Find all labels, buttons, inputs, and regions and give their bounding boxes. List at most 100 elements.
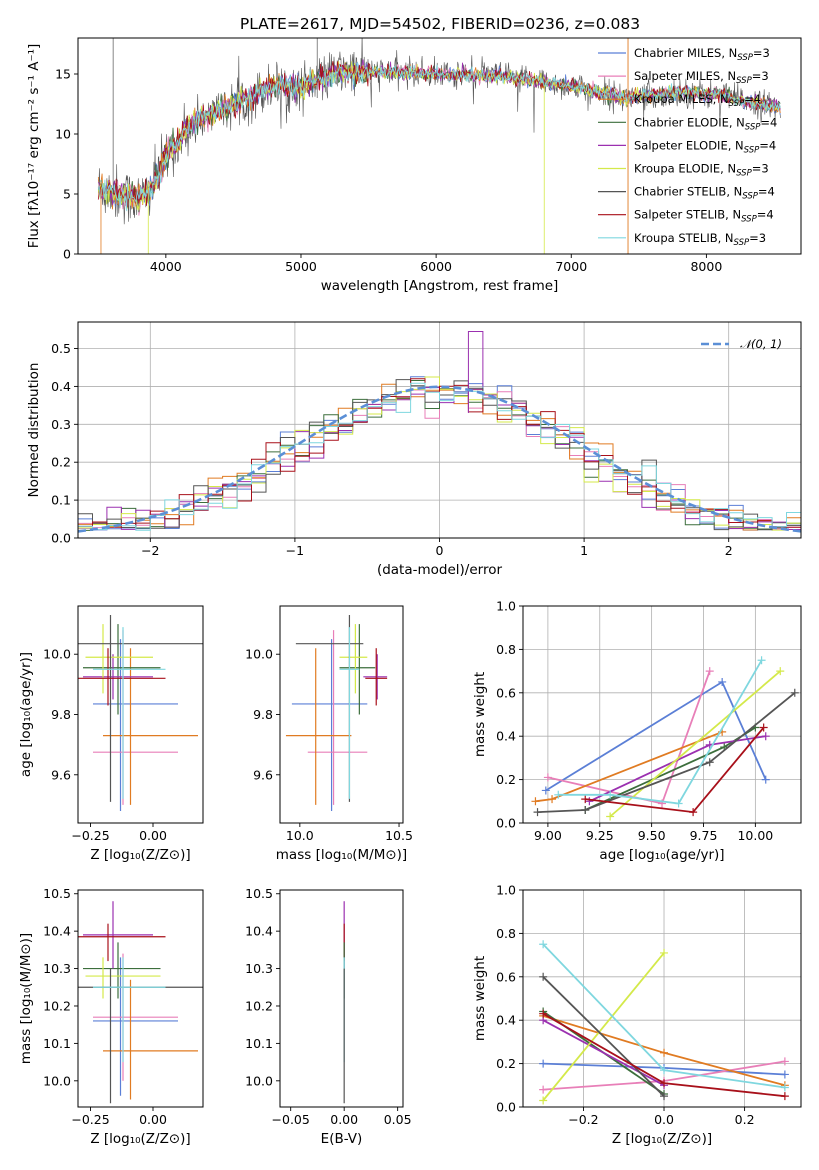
x-tick-label: 10.00 xyxy=(737,828,773,843)
weight-series xyxy=(542,1019,665,1087)
y-tick-label: 10.3 xyxy=(245,961,273,976)
y-tick-label: 0.4 xyxy=(496,1013,516,1028)
weight-point xyxy=(581,805,590,814)
y-tick-label: 0.8 xyxy=(496,642,516,657)
weight-point xyxy=(790,688,799,697)
weight-point xyxy=(539,1085,548,1094)
y-tick-label: 0.3 xyxy=(51,417,71,432)
y-tick-label: 10.0 xyxy=(245,1073,273,1088)
y-tick-label: 10.2 xyxy=(245,998,273,1013)
x-tick-label: 9.25 xyxy=(586,828,614,843)
histogram-spike xyxy=(467,330,484,413)
mass_vs_Z-xlabel: Z [log₁₀(Z/Z⊙)] xyxy=(90,1131,190,1147)
y-tick-label: 5 xyxy=(63,187,71,202)
y-tick-label: 10.4 xyxy=(245,924,273,939)
weight-point xyxy=(548,795,557,804)
x-tick-label: 9.75 xyxy=(690,828,718,843)
mass_vs_Z-plot xyxy=(78,901,203,1104)
x-tick-label: 0.00 xyxy=(330,1112,358,1127)
weight-series xyxy=(537,692,796,813)
weight-series xyxy=(609,670,781,818)
y-tick-label: 9.8 xyxy=(51,707,71,722)
spectrum-frame xyxy=(77,37,802,255)
mass_vs_Z-ylabel: mass [log₁₀(M/M⊙)] xyxy=(18,933,34,1064)
y-tick-label: 0.0 xyxy=(496,816,516,831)
legend-label: Salpeter ELODIE, NSSP=4 xyxy=(634,138,776,155)
histogram-series xyxy=(78,378,801,528)
weight-point xyxy=(776,667,785,676)
x-tick-label: 1 xyxy=(580,543,588,558)
weight_vs_Z-frame xyxy=(522,889,802,1108)
histogram-series xyxy=(78,382,801,531)
x-tick-label: 0.05 xyxy=(384,1112,412,1127)
y-tick-label: 10.0 xyxy=(43,1073,71,1088)
x-tick-label: 0.2 xyxy=(735,1112,755,1127)
weight-point xyxy=(554,790,563,799)
weight-point xyxy=(585,797,594,806)
x-tick-label: −0.25 xyxy=(71,828,109,843)
y-tick-label: 10.0 xyxy=(245,647,273,662)
x-tick-label: 0.00 xyxy=(139,1112,167,1127)
y-tick-label: 0.2 xyxy=(496,1056,516,1071)
y-tick-label: 0.4 xyxy=(496,729,516,744)
weight-point xyxy=(689,808,698,817)
y-tick-label: 10.2 xyxy=(43,998,71,1013)
y-tick-label: 1.0 xyxy=(496,599,516,614)
weight_vs_Z-ylabel: mass weight xyxy=(472,956,488,1041)
weight-point xyxy=(705,667,714,676)
weight-point xyxy=(660,1079,669,1088)
y-tick-label: 0.0 xyxy=(51,531,71,546)
weight-point xyxy=(606,812,615,821)
legend-label: Chabrier ELODIE, NSSP=4 xyxy=(634,115,777,132)
mass_vs_ebv-frame xyxy=(279,889,404,1108)
x-tick-label: 10.5 xyxy=(385,828,413,843)
x-tick-label: 0.00 xyxy=(139,828,167,843)
x-tick-label: 7000 xyxy=(555,259,587,274)
y-tick-label: 0.2 xyxy=(51,455,71,470)
x-tick-label: 4000 xyxy=(150,259,182,274)
weight-point xyxy=(541,786,550,795)
mass_vs_ebv-xlabel: E(B-V) xyxy=(321,1131,363,1147)
weight_vs_age-xlabel: age [log₁₀(age/yr)] xyxy=(599,847,724,863)
y-tick-label: 0.0 xyxy=(496,1100,516,1115)
age_vs_Z-frame xyxy=(77,605,204,824)
legend-label: Chabrier MILES, NSSP=3 xyxy=(634,46,770,63)
y-tick-label: 9.6 xyxy=(253,767,273,782)
weight-point xyxy=(660,948,669,957)
y-tick-label: 0.6 xyxy=(496,969,516,984)
weight-point xyxy=(780,1092,789,1101)
x-tick-label: 0.0 xyxy=(654,1112,674,1127)
weight_vs_age-plot xyxy=(531,656,799,821)
age_vs_Z-plot xyxy=(78,615,203,811)
weight-series xyxy=(542,976,665,1097)
spectrum-plot xyxy=(97,38,781,254)
age_vs_Z-xlabel: Z [log₁₀(Z/Z⊙)] xyxy=(90,847,190,863)
weight-series xyxy=(542,952,665,1102)
y-tick-label: 10 xyxy=(55,127,71,142)
x-tick-label: 0 xyxy=(436,543,444,558)
y-tick-label: 0.5 xyxy=(51,341,71,356)
weight-point xyxy=(761,732,770,741)
y-tick-label: 0.2 xyxy=(496,772,516,787)
y-tick-label: 0 xyxy=(63,247,71,262)
legend-label: Salpeter STELIB, NSSP=4 xyxy=(634,208,774,225)
y-tick-label: 0.4 xyxy=(51,379,71,394)
y-tick-label: 9.8 xyxy=(253,707,273,722)
residuals-ylabel: Normed distribution xyxy=(26,363,42,498)
y-tick-label: 9.6 xyxy=(51,767,71,782)
weight-point xyxy=(674,799,683,808)
y-tick-label: 0.1 xyxy=(51,493,71,508)
weight-point xyxy=(539,1096,548,1105)
residuals-xlabel: (data-model)/error xyxy=(377,562,503,578)
age_vs_mass-xlabel: mass [log₁₀(M/M⊙)] xyxy=(276,847,407,863)
y-tick-label: 1.0 xyxy=(496,883,516,898)
y-tick-label: 10.5 xyxy=(245,886,273,901)
weight-point xyxy=(539,1059,548,1068)
weight_vs_Z-xlabel: Z [log₁₀(Z/Z⊙)] xyxy=(612,1131,712,1147)
y-tick-label: 10.3 xyxy=(43,961,71,976)
weight-point xyxy=(761,775,770,784)
weight-point xyxy=(757,656,766,665)
weight-point xyxy=(660,1048,669,1057)
x-tick-label: 10.0 xyxy=(286,828,314,843)
